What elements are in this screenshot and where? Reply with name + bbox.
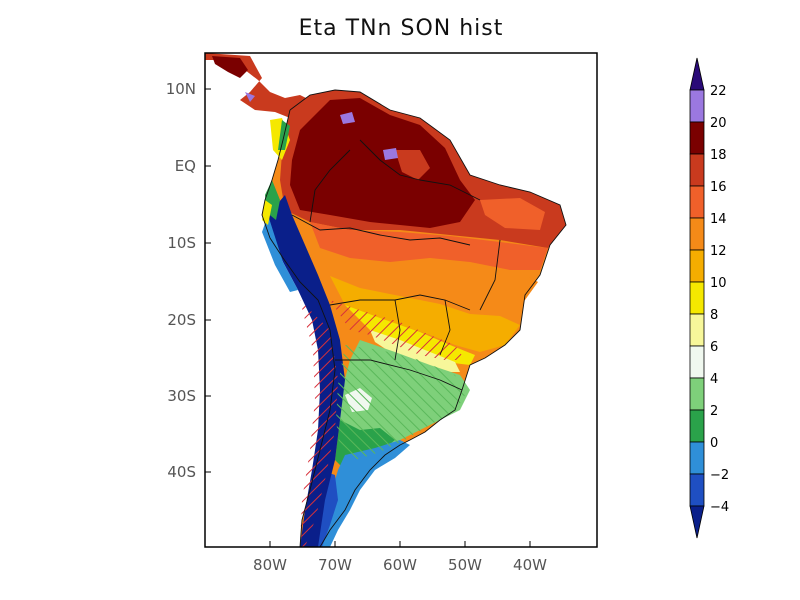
lon-label-80w: 80W [253,556,287,574]
map-title: Eta TNn SON hist [298,16,504,41]
lat-label-40s: 40S [167,463,196,481]
colorbar-label: −4 [710,500,729,515]
colorbar-label: 18 [710,148,727,163]
colorbar-label: 2 [710,404,718,419]
colorbar-segment [689,377,705,411]
colorbar-segment [689,473,705,507]
colorbar-label: 10 [710,276,727,291]
lon-label-40w: 40W [513,556,547,574]
lon-label-60w: 60W [383,556,417,574]
lat-label-10n: 10N [166,80,196,98]
lon-label-70w: 70W [318,556,352,574]
colorbar-segment [689,345,705,379]
colorbar-arrow-bottom [689,505,705,539]
map-body [205,53,597,547]
axis-ticks [205,88,531,547]
lat-label-eq: EQ [175,157,196,175]
colorbar-segment [689,409,705,443]
colorbar-segment [689,249,705,283]
colorbar-segment [689,153,705,187]
colorbar-label: 16 [710,180,727,195]
significance-hatch [330,300,465,360]
colorbar-label: 12 [710,244,727,259]
colorbar-segment [689,185,705,219]
lat-label-10s: 10S [167,234,196,252]
colorbar-segment [689,89,705,123]
colorbar-label: 4 [710,372,718,387]
central-america [205,53,310,118]
colorbar-label: 22 [710,84,727,99]
colorbar-label: 20 [710,116,727,131]
colorbar-segment [689,281,705,315]
map-frame [204,52,598,548]
lon-label-50w: 50W [448,556,482,574]
lat-label-20s: 20S [167,311,196,329]
colorbar-segment [689,121,705,155]
colorbar-label: −2 [710,468,729,483]
colorbar-arrow-top [689,57,705,91]
colorbar-segment [689,441,705,475]
colorbar-segment [689,313,705,347]
colorbar-label: 0 [710,436,718,451]
colorbar-segment [689,217,705,251]
colorbar-label: 8 [710,308,718,323]
colorbar-label: 6 [710,340,718,355]
country-borders [261,89,567,547]
lat-label-30s: 30S [167,387,196,405]
colorbar-label: 14 [710,212,727,227]
